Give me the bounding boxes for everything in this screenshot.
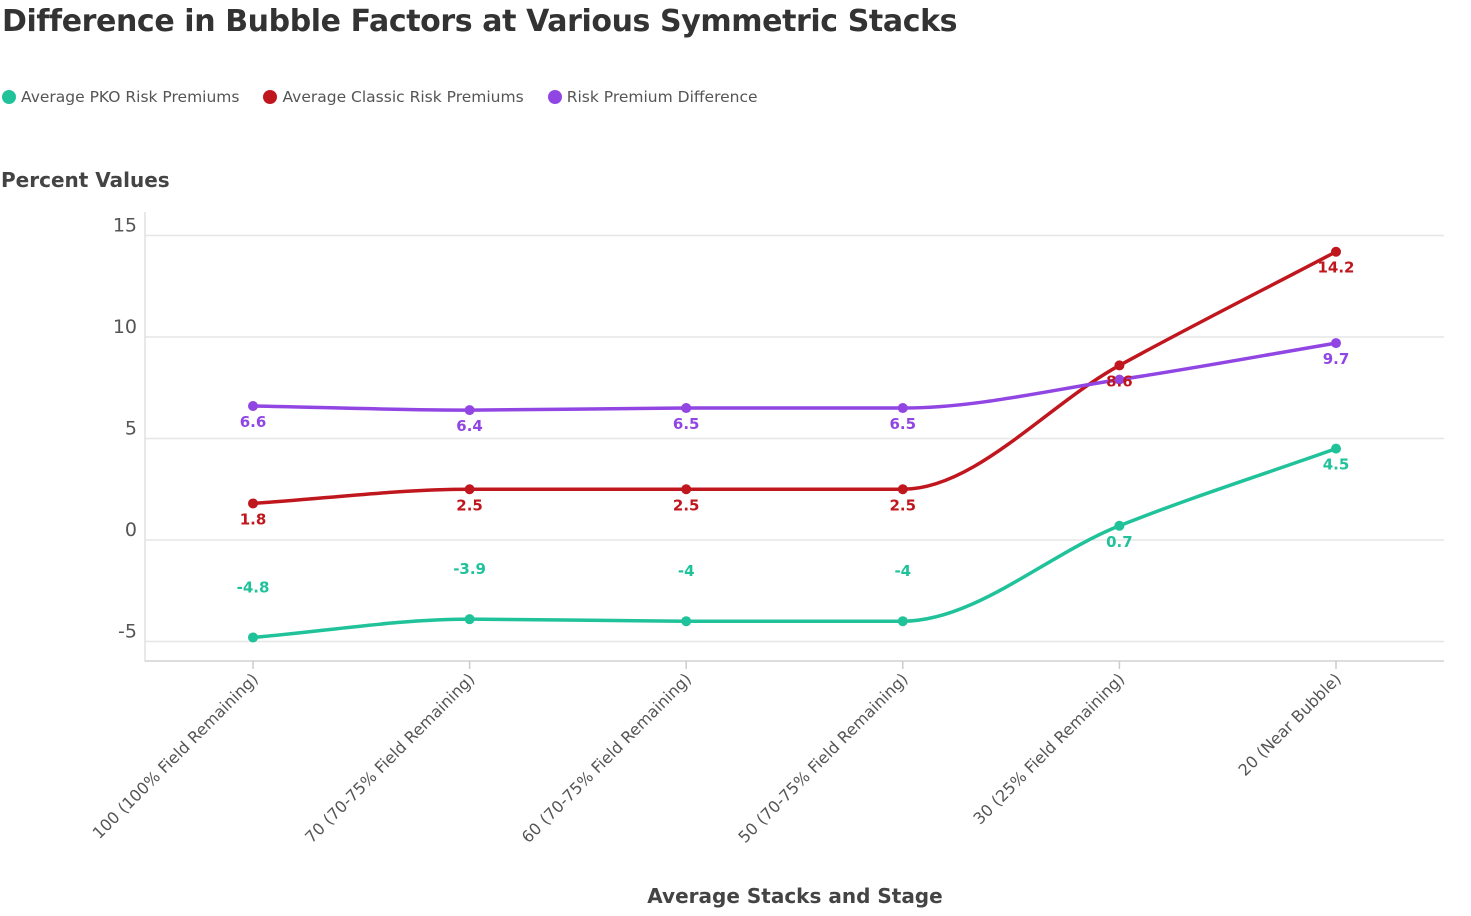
data-label-classic: 2.5 bbox=[890, 496, 917, 514]
data-point-difference bbox=[1114, 374, 1125, 385]
x-tick-label: 30 (25% Field Remaining) bbox=[969, 669, 1128, 828]
legend-label-classic: Average Classic Risk Premiums bbox=[282, 88, 524, 106]
data-label-classic: 2.5 bbox=[456, 496, 483, 514]
data-point-pko bbox=[897, 616, 908, 627]
legend-item-classic[interactable]: Average Classic Risk Premiums bbox=[263, 88, 524, 106]
series-line-difference bbox=[251, 341, 1338, 412]
y-tick-label: 0 bbox=[125, 519, 137, 541]
y-tick-label: -5 bbox=[118, 621, 137, 643]
data-label-difference: 6.5 bbox=[673, 415, 700, 433]
data-label-classic: 8.6 bbox=[1106, 372, 1133, 390]
x-tick-label: 60 (70-75% Field Remaining) bbox=[518, 669, 695, 846]
legend-marker-difference bbox=[547, 90, 562, 104]
data-label-difference: 6.6 bbox=[240, 413, 267, 431]
series-line-pko bbox=[251, 446, 1338, 640]
chart-title: Difference in Bubble Factors at Various … bbox=[2, 4, 958, 39]
data-point-pko bbox=[464, 614, 475, 625]
data-label-classic: 1.8 bbox=[240, 510, 267, 528]
data-label-pko: -4 bbox=[894, 562, 911, 580]
data-label-difference: 6.4 bbox=[456, 417, 483, 435]
data-point-pko bbox=[248, 632, 258, 643]
data-label-pko: 4.5 bbox=[1323, 456, 1350, 474]
data-point-difference bbox=[897, 403, 908, 414]
data-label-difference: 9.7 bbox=[1323, 350, 1350, 368]
x-tick-label: 20 (Near Bubble) bbox=[1235, 669, 1345, 779]
data-point-pko bbox=[1114, 520, 1125, 531]
legend-item-difference[interactable]: Risk Premium Difference bbox=[547, 88, 758, 106]
data-point-pko bbox=[1331, 443, 1341, 454]
data-point-pko bbox=[681, 616, 692, 627]
legend: Average PKO Risk Premiums Average Classi… bbox=[2, 88, 758, 106]
data-label-pko: 0.7 bbox=[1106, 533, 1133, 551]
data-point-difference bbox=[248, 401, 258, 412]
data-point-difference bbox=[681, 403, 692, 414]
data-label-difference: 6.5 bbox=[890, 415, 917, 433]
legend-marker-classic bbox=[263, 90, 278, 104]
legend-label-difference: Risk Premium Difference bbox=[566, 88, 758, 106]
y-tick-label: 5 bbox=[125, 418, 137, 440]
data-label-classic: 2.5 bbox=[673, 496, 700, 514]
data-point-difference bbox=[464, 405, 475, 416]
legend-label-pko: Average PKO Risk Premiums bbox=[21, 88, 240, 106]
y-tick-label: 15 bbox=[113, 215, 137, 237]
data-point-classic bbox=[248, 498, 258, 509]
data-point-classic bbox=[897, 484, 908, 495]
data-label-pko: -4.8 bbox=[237, 578, 270, 596]
x-axis-title: Average Stacks and Stage bbox=[647, 884, 943, 908]
data-point-difference bbox=[1331, 338, 1341, 349]
x-tick-label: 70 (70-75% Field Remaining) bbox=[301, 669, 478, 846]
legend-marker-pko bbox=[2, 90, 16, 104]
y-axis-title: Percent Values bbox=[1, 168, 170, 192]
data-point-classic bbox=[681, 484, 692, 495]
data-point-classic bbox=[1114, 360, 1125, 371]
data-label-pko: -4 bbox=[678, 562, 695, 580]
data-label-pko: -3.9 bbox=[453, 560, 486, 578]
x-tick-label: 100 (100% Field Remaining) bbox=[89, 669, 262, 842]
y-tick-label: 10 bbox=[113, 316, 137, 338]
data-label-classic: 14.2 bbox=[1317, 259, 1354, 277]
x-tick-label: 50 (70-75% Field Remaining) bbox=[734, 669, 911, 846]
series-line-classic bbox=[251, 249, 1338, 506]
data-point-classic bbox=[464, 484, 475, 495]
legend-item-pko[interactable]: Average PKO Risk Premiums bbox=[2, 88, 239, 106]
data-point-classic bbox=[1331, 246, 1341, 257]
